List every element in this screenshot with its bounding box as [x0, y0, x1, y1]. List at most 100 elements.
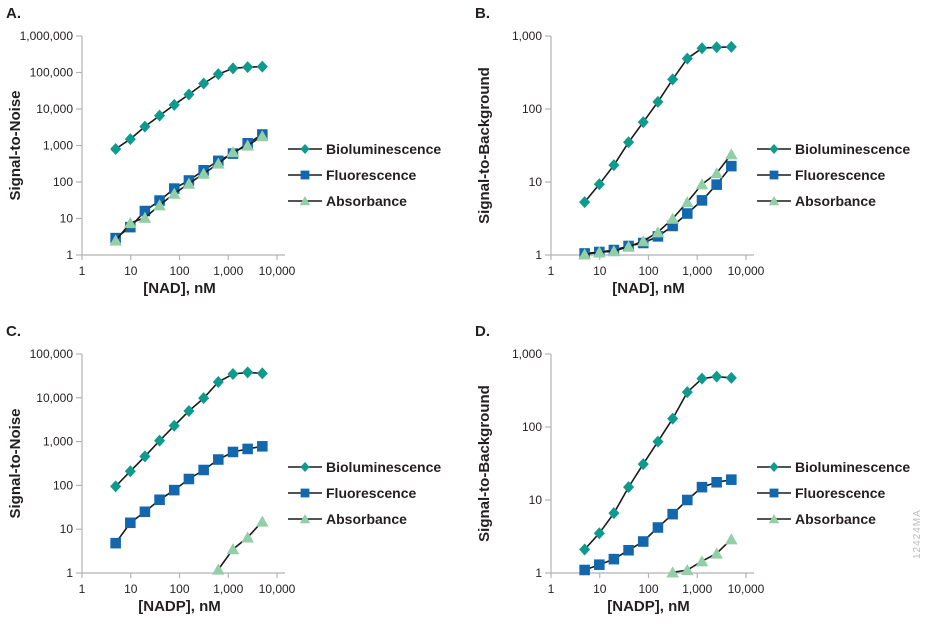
- legend-square-icon: [300, 488, 310, 498]
- diamond-marker: [608, 159, 620, 172]
- square-marker: [667, 508, 678, 520]
- x-tick-label: 10,000: [259, 264, 296, 278]
- diamond-marker: [168, 98, 180, 111]
- triangle-marker: [167, 187, 181, 199]
- triangle-marker: [138, 211, 152, 223]
- triangle-marker: [695, 178, 709, 190]
- diamond-marker: [608, 507, 620, 520]
- triangle-marker: [241, 139, 254, 151]
- diamond-marker: [725, 371, 737, 384]
- panel-a-signal-to-noise-nad: A. Signal-to-Noise [NAD], nM 1 10 100 1,000 10,…: [0, 0, 469, 318]
- triangle-marker: [124, 217, 137, 229]
- triangle-marker: [153, 199, 166, 211]
- y-tick-label: 100: [522, 420, 542, 434]
- x-tick-label: 100: [169, 264, 189, 278]
- x-axis-title: [NADP], nM: [138, 598, 221, 615]
- x-tick-label: 10,000: [728, 264, 765, 278]
- diamond-marker: [227, 367, 239, 380]
- legend-item-absorbance: Absorbance: [757, 511, 876, 527]
- triangle-marker: [578, 248, 591, 260]
- legend-label: Fluorescence: [326, 485, 416, 501]
- square-marker: [227, 446, 239, 458]
- y-axis-title: Signal-to-Noise: [7, 90, 24, 200]
- series-line-bioluminescence: [115, 65, 263, 150]
- y-tick-label: 10: [60, 522, 74, 536]
- y-tick-label: 1,000: [43, 139, 73, 153]
- y-tick-label: 1,000: [512, 347, 542, 361]
- diamond-marker: [154, 434, 166, 447]
- series-bioluminescence: [579, 40, 737, 209]
- legend-square-icon: [300, 170, 310, 180]
- triangle-marker: [241, 531, 254, 543]
- x-tick-label: 10,000: [728, 582, 765, 596]
- legend-label: Absorbance: [795, 193, 876, 209]
- triangle-marker: [256, 515, 269, 527]
- legend-triangle-icon: [299, 196, 311, 206]
- triangle-marker: [725, 148, 738, 160]
- diamond-marker: [623, 136, 635, 149]
- square-marker: [667, 220, 678, 232]
- legend-item-bioluminescence: Bioluminescence: [288, 459, 441, 475]
- triangle-marker: [211, 157, 225, 169]
- triangle-marker: [680, 563, 694, 576]
- y-tick-label: 1: [66, 248, 73, 262]
- square-marker: [594, 559, 605, 570]
- y-axis-title: Signal-to-Background: [476, 385, 493, 542]
- y-tick-label: 1: [535, 566, 542, 580]
- diamond-marker: [124, 133, 136, 146]
- legend-label: Bioluminescence: [795, 459, 910, 475]
- diamond-marker: [183, 404, 195, 417]
- diamond-marker: [637, 458, 649, 471]
- square-marker: [696, 195, 708, 206]
- series-line-absorbance: [217, 520, 263, 570]
- y-tick-label: 100,000: [30, 66, 74, 80]
- triangle-marker: [710, 167, 723, 179]
- panel-letter: B.: [475, 5, 490, 22]
- panel-letter: A.: [6, 5, 21, 22]
- legend-label: Absorbance: [795, 511, 876, 527]
- diamond-marker: [696, 42, 708, 55]
- triangle-marker: [226, 146, 240, 158]
- square-marker: [257, 441, 268, 452]
- triangle-marker: [710, 547, 723, 559]
- diamond-marker: [696, 372, 708, 385]
- x-tick-label: 10: [124, 264, 138, 278]
- square-marker: [623, 544, 634, 556]
- y-tick-label: 10: [529, 175, 543, 189]
- legend-triangle-icon: [768, 196, 780, 206]
- y-tick-label: 10,000: [36, 102, 73, 116]
- x-tick-label: 10,000: [259, 582, 296, 596]
- square-marker: [168, 484, 180, 496]
- x-axis-title: [NADP], nM: [607, 598, 690, 615]
- x-tick-label: 10: [124, 582, 138, 596]
- legend-item-bioluminescence: Bioluminescence: [757, 459, 910, 475]
- legend-diamond-icon: [300, 144, 310, 154]
- chart-c: C. Signal-to-Noise [NADP], nM 1 10 100 1,000 10…: [6, 323, 441, 615]
- legend-item-fluorescence: Fluorescence: [288, 485, 416, 501]
- legend-label: Absorbance: [326, 193, 407, 209]
- diamond-marker: [110, 143, 122, 156]
- diamond-marker: [637, 116, 649, 129]
- diamond-marker: [681, 52, 693, 65]
- x-tick-label: 100: [169, 582, 189, 596]
- series-absorbance: [578, 148, 738, 260]
- triangle-marker: [197, 167, 210, 179]
- diamond-marker: [154, 109, 166, 122]
- square-marker: [139, 506, 151, 518]
- diamond-marker: [623, 481, 635, 494]
- diamond-marker: [579, 543, 591, 556]
- chart-b: B. Signal-to-Background [NAD], nM 1 10 100 1,0…: [475, 5, 910, 297]
- x-tick-label: 1: [79, 582, 86, 596]
- legend-label: Bioluminescence: [795, 141, 910, 157]
- diamond-marker: [652, 95, 664, 108]
- square-marker: [110, 537, 121, 549]
- diamond-marker: [139, 120, 151, 133]
- diamond-marker: [242, 366, 254, 379]
- diamond-marker: [256, 367, 268, 380]
- legend-item-bioluminescence: Bioluminescence: [288, 141, 441, 157]
- x-tick-label: 100: [638, 582, 658, 596]
- square-marker: [726, 160, 737, 172]
- legend-label: Fluorescence: [795, 485, 885, 501]
- legend: Bioluminescence Fluorescence Absorbance: [757, 459, 910, 527]
- y-tick-label: 100: [53, 478, 73, 492]
